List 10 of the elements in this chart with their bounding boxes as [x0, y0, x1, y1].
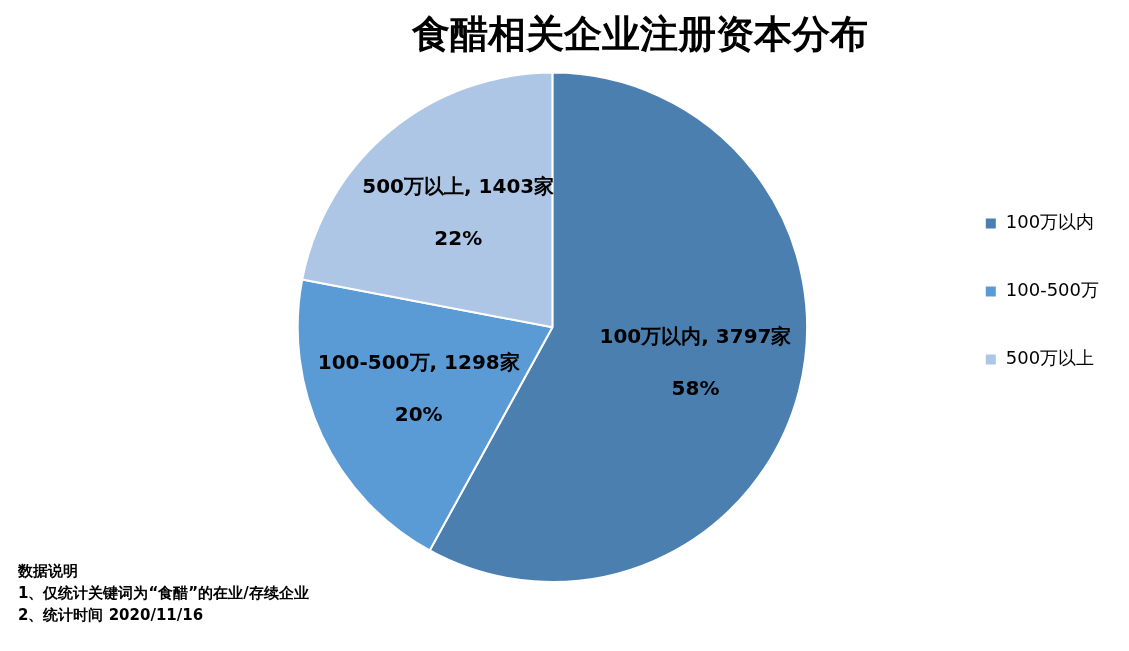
text: 1、仅统计关键词为“食醋”的在业/存续企业	[18, 583, 309, 604]
text: 100-500万, 1298家 20%	[317, 350, 520, 427]
legend-label: 100万以内	[1005, 211, 1095, 233]
text: 100万以内, 3797家 58%	[599, 324, 792, 401]
text: 2、统计时间 2020/11/16	[18, 605, 205, 626]
legend-label: 100-500万	[1005, 279, 1100, 301]
text: 500万以上, 1403家 22%	[362, 173, 555, 250]
chart-title: 食醋相关企业注册资本分布	[410, 11, 868, 56]
text: 数据说明	[18, 561, 79, 582]
legend-label: 500万以上	[1005, 347, 1095, 369]
